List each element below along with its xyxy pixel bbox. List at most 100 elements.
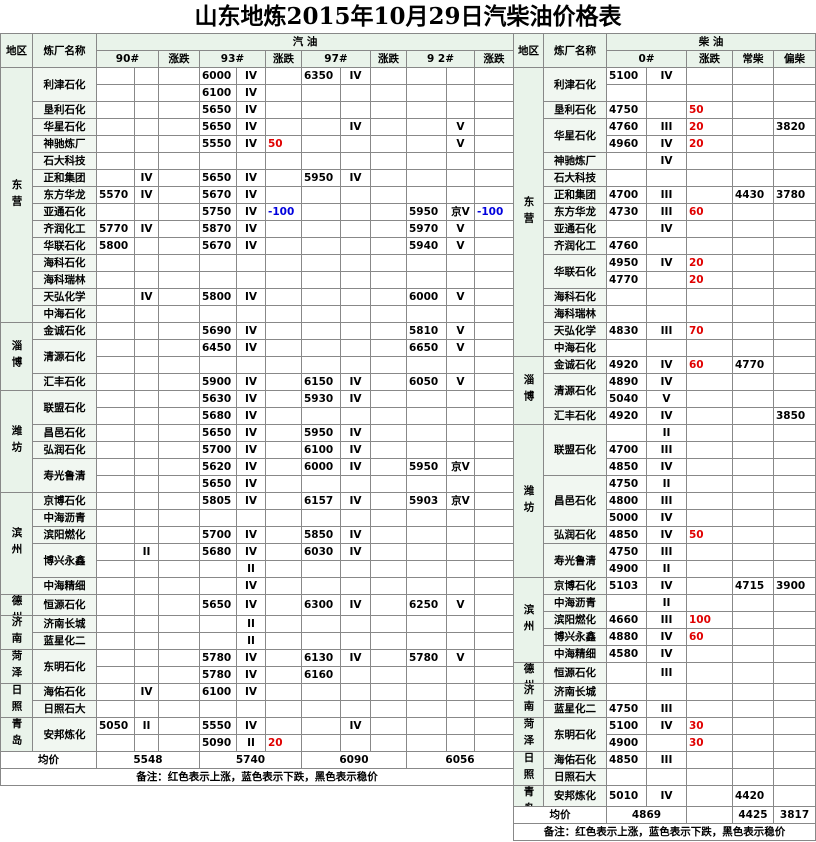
price-change [158,135,200,153]
price-cell: IV [236,390,266,408]
price-change [370,424,407,442]
row: 4800 III [514,492,816,510]
price-change [265,632,302,650]
header-col: 常柴 [732,50,774,68]
price-cell: IV [236,169,266,187]
price-cell: 4750 [606,543,647,561]
price-change [473,390,515,408]
price-cell [96,594,135,616]
row: 天弘化学 4830 III 70 [514,322,816,340]
price-cell: III [646,611,687,629]
row: 日照 海佑石化 4850 III [513,751,816,786]
plant-name: 日照石大 [543,768,607,786]
price-cell: 4420 [732,785,774,807]
plant-name: 东方华龙 [543,203,607,221]
price-cell: 4950 [606,254,647,272]
price-cell [134,203,159,221]
price-cell [772,288,816,306]
price-change [370,649,407,667]
row: 清源石化 6450 IV 6650 V [1,339,515,374]
price-cell [646,271,687,289]
price-change [158,594,200,616]
price-cell: IV [236,458,266,476]
price-change [473,288,515,306]
region: 滨州 [0,492,33,595]
price-cell: 5100 [606,67,647,85]
plant-name: 中海沥青 [32,509,97,527]
price-cell [732,526,774,544]
price-cell [301,683,341,701]
price-cell [406,441,447,459]
price-cell: 4800 [606,492,647,510]
row: 5680 IV [1,407,515,425]
row: 清源石化 4890 IV [514,373,816,408]
plant-name: 京博石化 [543,577,607,595]
price-change [265,407,302,425]
region: 菏泽 [513,717,544,752]
price-cell: II [236,632,266,650]
diesel-table: 地区 炼厂名称柴 油 0# 涨跌 常柴 偏柴 东营 利津石化 5100 IV 垦利石化 4750 50 华… [512,33,816,841]
average-value: 4425 [732,806,774,824]
price-change [473,237,515,255]
price-change: 20 [686,135,733,153]
price-change [158,475,200,493]
price-change [158,492,200,510]
price-change [473,649,515,667]
price-cell [96,526,135,544]
price-cell: 5903 [406,492,447,510]
price-cell: IV [340,169,371,187]
price-cell [301,560,341,578]
price-cell: 5780 [199,649,237,667]
price-cell: IV [340,458,371,476]
note: 备注：红色表示上涨，蓝色表示下跌，黑色表示稳价 [512,823,816,841]
price-cell [772,611,816,629]
price-cell: 6350 [301,67,341,85]
price-cell [772,101,816,119]
price-cell: III [646,118,687,136]
plant-name: 济南长城 [543,683,607,701]
price-change: 70 [686,322,733,340]
region: 德州 [513,662,544,684]
price-cell [772,373,816,391]
price-cell: IV [236,118,266,136]
price-change [686,67,733,85]
price-cell [134,84,159,102]
row: 滨阳燃化 4660 III 100 [514,611,816,629]
price-cell: IV [646,628,687,646]
price-cell: 5810 [406,322,447,340]
price-cell [772,271,816,289]
price-cell [732,373,774,391]
price-cell [606,288,647,306]
price-cell: IV [236,101,266,119]
price-cell: 5670 [199,186,237,204]
price-cell [134,509,159,527]
plant-name: 中海沥青 [543,594,607,612]
price-cell: 6030 [301,543,341,561]
price-cell [134,649,159,667]
price-cell [406,666,447,684]
price-cell [96,67,135,85]
price-change [158,390,200,408]
price-cell [732,288,774,306]
price-cell [606,594,647,612]
price-cell [96,254,135,272]
price-change [473,373,515,391]
price-cell: III [646,662,687,684]
plant-name: 寿光鲁清 [543,543,607,578]
price-change [370,305,407,323]
price-cell [772,785,816,807]
price-cell: IV [236,683,266,701]
price-cell [772,717,816,735]
price-cell: II [236,734,266,752]
price-cell: IV [236,526,266,544]
price-cell: 4770 [732,356,774,374]
price-cell: IV [134,288,159,306]
price-change [370,560,407,578]
price-cell: 6150 [301,373,341,391]
price-cell: IV [340,441,371,459]
price-change [370,526,407,544]
price-change [473,543,515,561]
price-change [158,186,200,204]
row: 德州 恒源石化 III [513,662,816,684]
price-cell [406,475,447,493]
